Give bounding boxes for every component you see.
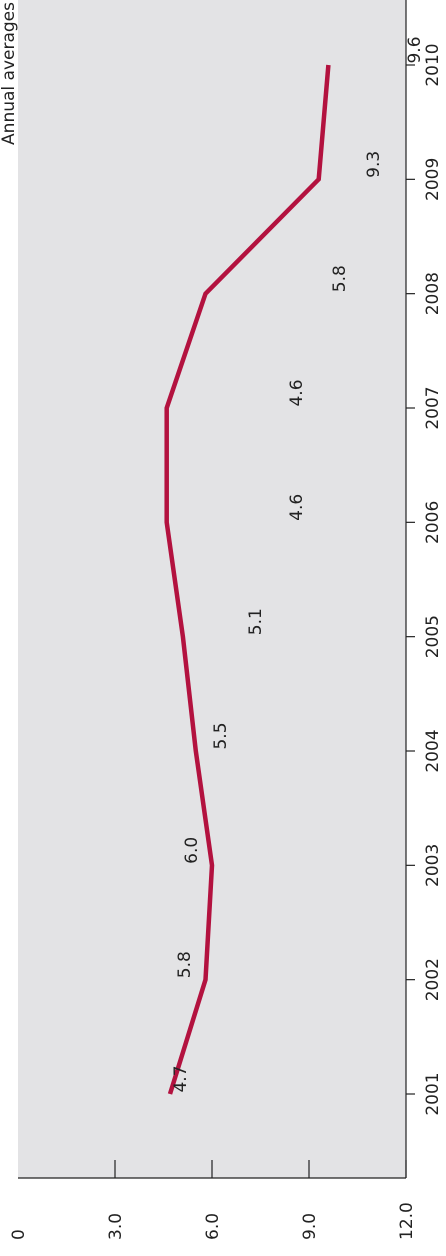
value-axis-ticks: 0 3.0 6.0 9.0 12.0 (9, 1160, 417, 1240)
data-labels: 4.7 5.8 6.0 5.5 5.1 4.6 4.6 5.8 9.3 9.6 (171, 36, 425, 1092)
category-tick-label: 2007 (423, 386, 443, 429)
data-label: 5.1 (246, 608, 266, 635)
data-label: 9.3 (364, 151, 384, 178)
data-label: 9.6 (405, 36, 425, 63)
category-tick-label: 2009 (423, 158, 443, 201)
category-tick-label: 2004 (423, 729, 443, 772)
series-line (164, 64, 331, 1095)
category-tick-label: 2002 (423, 958, 443, 1001)
data-label: 6.0 (182, 837, 202, 864)
value-tick-label: 9.0 (300, 1213, 320, 1240)
category-tick-label: 2008 (423, 272, 443, 315)
data-label: 5.8 (175, 951, 195, 978)
value-tick-label: 0 (9, 1229, 29, 1240)
category-tick-label: 2003 (423, 844, 443, 887)
category-tick-label: 2001 (423, 1072, 443, 1115)
category-tick-label: 2006 (423, 501, 443, 544)
data-label: 4.6 (287, 379, 307, 406)
category-tick-label: 2005 (423, 615, 443, 658)
data-label: 5.5 (211, 722, 231, 749)
chart-subtitle: Annual averages (0, 2, 19, 145)
data-label: 4.6 (287, 494, 307, 521)
data-label: 5.8 (330, 265, 350, 292)
value-tick-label: 6.0 (203, 1213, 223, 1240)
category-tick-label: 2010 (423, 43, 443, 86)
series-line-group (164, 64, 331, 1095)
value-tick-label: 3.0 (106, 1213, 126, 1240)
value-tick-label: 12.0 (397, 1202, 417, 1240)
data-label: 4.7 (171, 1065, 191, 1092)
plot-background (18, 0, 406, 1178)
category-axis-ticks: 2001 2002 2003 2004 2005 2006 2007 2008 2009 2010 (406, 43, 443, 1116)
